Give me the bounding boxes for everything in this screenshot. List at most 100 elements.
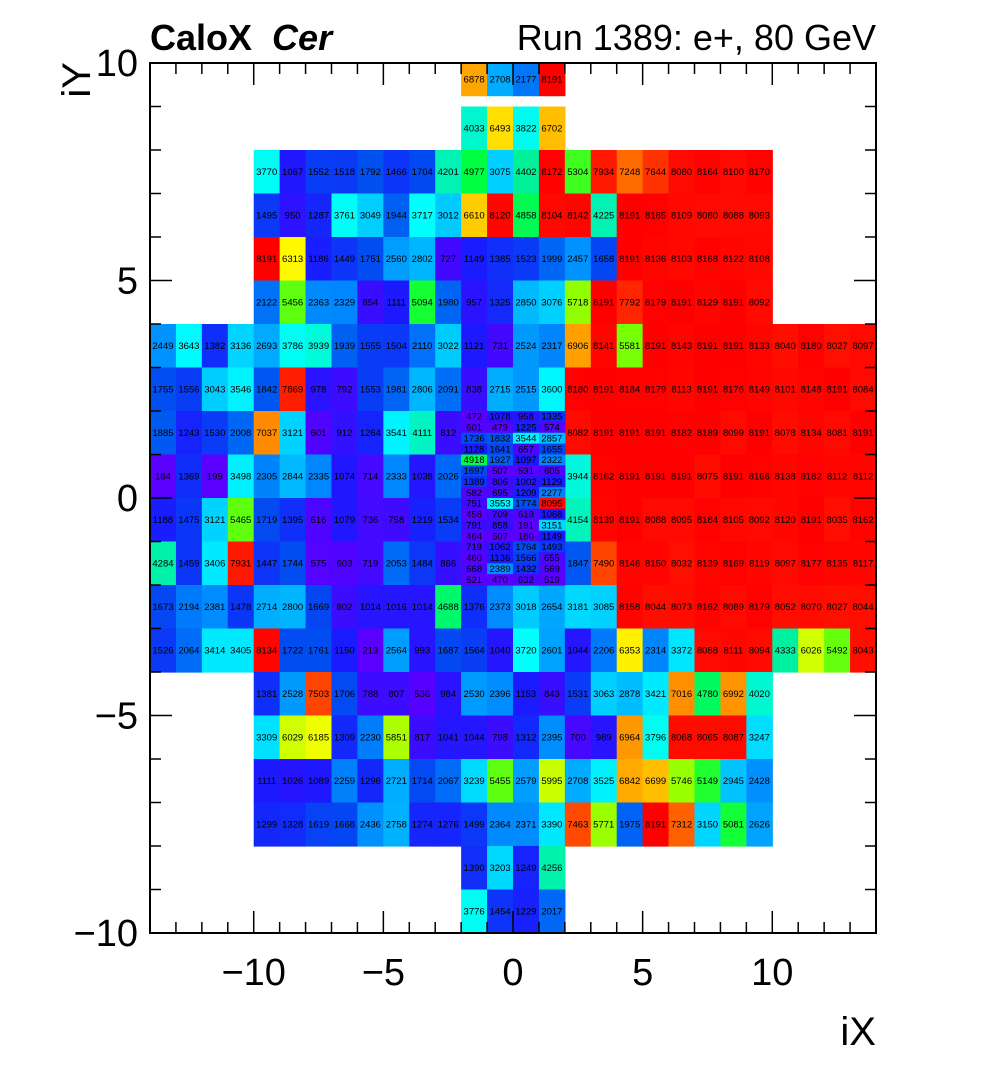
- cell-value-label: 3643: [178, 341, 199, 352]
- heatmap-cell: [513, 530, 540, 543]
- heatmap-cell: [850, 541, 877, 586]
- cell-value-label: 1014: [412, 602, 433, 613]
- x-tick-label: 5: [632, 952, 653, 994]
- cell-value-label: 812: [440, 428, 456, 439]
- cell-value-label: 2091: [438, 385, 459, 396]
- cell-value-label: 8182: [801, 472, 822, 483]
- cell-value-label: 1079: [334, 515, 355, 526]
- cell-value-label: 7931: [230, 559, 251, 570]
- heatmap-cell: [564, 193, 592, 238]
- cell-value-label: 1219: [412, 515, 433, 526]
- cell-value-label: 8182: [671, 428, 692, 439]
- heatmap-cell: [720, 541, 747, 586]
- heatmap-cell: [513, 759, 540, 804]
- heatmap-cell: [461, 552, 488, 564]
- cell-value-label: 1111: [387, 298, 406, 309]
- cell-value-label: 603: [337, 559, 353, 570]
- cell-value-label: 8142: [567, 211, 588, 222]
- cell-value-label: 6029: [282, 733, 303, 744]
- cell-value-label: 8141: [593, 341, 614, 352]
- heatmap-cell: [513, 889, 540, 934]
- heatmap-cell: [279, 367, 307, 412]
- cell-value-label: 8075: [697, 472, 718, 483]
- heatmap-cell: [279, 280, 307, 325]
- cell-value-label: 8191: [749, 428, 770, 439]
- heatmap-cell: [201, 498, 229, 543]
- heatmap-cell: [150, 585, 177, 630]
- cell-value-label: 8134: [801, 428, 822, 439]
- heatmap-cell: [746, 672, 773, 717]
- cell-value-label: 1751: [360, 254, 381, 265]
- heatmap-cell: [435, 715, 462, 760]
- cell-value-label: 719: [466, 542, 482, 553]
- heatmap-cell: [253, 411, 281, 456]
- heatmap-cell: [435, 541, 462, 586]
- heatmap-cell: [513, 563, 540, 575]
- heatmap-cell: [538, 498, 566, 510]
- cell-value-label: 1447: [256, 559, 277, 570]
- heatmap-cell: [642, 280, 670, 325]
- heatmap-cell: [383, 498, 410, 543]
- heatmap-cell: [461, 541, 488, 553]
- heatmap-cell: [538, 150, 566, 195]
- cell-value-label: 3717: [412, 211, 433, 222]
- heatmap-cell: [150, 324, 177, 369]
- heatmap-cell: [616, 324, 644, 369]
- heatmap-cell: [850, 628, 877, 673]
- heatmap-cell: [487, 530, 514, 543]
- heatmap-cell: [564, 150, 592, 195]
- heatmap-cell: [201, 324, 229, 369]
- heatmap-cell: [642, 367, 670, 412]
- cell-value-label: 7463: [567, 820, 588, 831]
- heatmap-cell: [694, 454, 722, 499]
- cell-value-label: 4402: [515, 167, 536, 178]
- heatmap-cell: [150, 411, 177, 456]
- heatmap-cell: [175, 585, 203, 630]
- heatmap-cell: [253, 454, 281, 499]
- heatmap-cell: [746, 411, 773, 456]
- heatmap-cell: [383, 759, 410, 804]
- heatmap-cell: [720, 672, 747, 717]
- cell-value-label: 582: [466, 488, 482, 499]
- cell-value-label: 5851: [386, 733, 407, 744]
- header-cer-italic: Cer: [272, 17, 334, 58]
- heatmap-cell: [461, 802, 488, 847]
- heatmap-cell: [461, 237, 488, 282]
- cell-value-label: 7248: [619, 167, 640, 178]
- heatmap-cell: [564, 454, 592, 499]
- cell-value-label: 1328: [282, 820, 303, 831]
- cell-value-label: 1668: [334, 820, 355, 831]
- cell-value-label: 1449: [334, 254, 355, 265]
- cell-value-label: 1309: [334, 733, 355, 744]
- heatmap-cell: [590, 498, 618, 543]
- heatmap-cell: [513, 552, 540, 564]
- cell-value-label: 2322: [541, 455, 562, 466]
- heatmap-cell: [409, 498, 436, 543]
- heatmap-cell: [357, 150, 384, 195]
- heatmap-cell: [331, 672, 359, 717]
- heatmap-cell: [772, 367, 799, 412]
- heatmap-cell: [538, 324, 566, 369]
- heatmap-cell: [150, 454, 177, 499]
- heatmap-cell: [409, 411, 436, 456]
- cell-value-label: 727: [440, 254, 456, 265]
- heatmap-cell: [305, 759, 333, 804]
- heatmap-cell: [538, 530, 566, 543]
- cell-value-label: 5746: [671, 776, 692, 787]
- cell-value-label: 1495: [256, 211, 277, 222]
- cell-value-label: 8191: [723, 341, 744, 352]
- heatmap-cell: [487, 63, 514, 97]
- cell-value-label: 1619: [308, 820, 329, 831]
- heatmap-cell: [435, 802, 462, 847]
- heatmap-cell: [590, 324, 618, 369]
- cell-value-label: 8119: [749, 559, 769, 570]
- cell-value-label: 8084: [852, 385, 873, 396]
- heatmap-cell: [461, 106, 488, 151]
- cell-value-label: 2364: [489, 820, 510, 831]
- cell-value-label: 8112: [827, 472, 847, 483]
- cell-value-label: 8185: [645, 211, 666, 222]
- heatmap-cell: [253, 498, 281, 543]
- heatmap-cell: [538, 106, 566, 151]
- heatmap-cell: [487, 443, 514, 456]
- cell-value-label: 2850: [515, 298, 536, 309]
